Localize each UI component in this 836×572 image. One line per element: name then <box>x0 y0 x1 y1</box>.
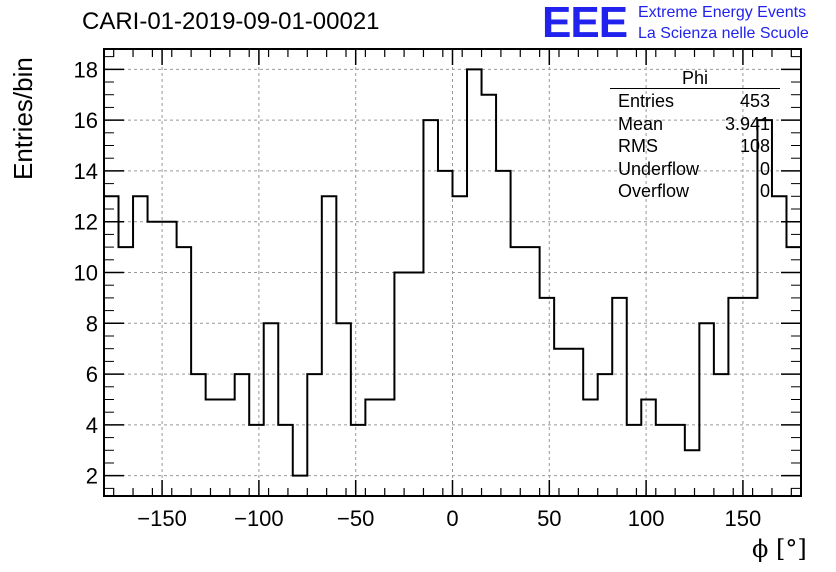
stats-value: 108 <box>739 136 770 156</box>
y-tick-label: 2 <box>86 464 98 489</box>
eee-logo: EEE <box>542 0 628 47</box>
stats-label: Underflow <box>618 158 700 179</box>
y-axis-ticks: 2 4 6 8 10 12 14 16 18 <box>74 56 801 489</box>
stats-value: 0 <box>759 158 770 179</box>
x-tick-label: 0 <box>446 506 458 531</box>
x-axis-label: ϕ [°] <box>752 535 807 563</box>
y-tick-label: 18 <box>74 57 98 82</box>
stats-row-rms: RMS 108 <box>610 136 780 159</box>
x-tick-label: 100 <box>628 506 665 531</box>
stats-row-entries: Entries 453 <box>610 91 780 114</box>
y-tick-label: 8 <box>86 311 98 336</box>
chart-title: CARI-01-2019-09-01-00021 <box>82 8 380 35</box>
logo-line-2: La Scienza nelle Scuole <box>638 25 809 42</box>
y-axis-label: Entries/bin <box>8 57 38 180</box>
y-tick-label: 6 <box>86 362 98 387</box>
x-tick-label: 150 <box>725 506 762 531</box>
x-tick-label: −100 <box>234 506 284 531</box>
stats-row-mean: Mean 3.941 <box>610 114 780 137</box>
x-axis-ticks: −150 −100 −50 0 50 100 150 <box>113 49 792 531</box>
stats-title: Phi <box>610 68 780 89</box>
stats-row-underflow: Underflow 0 <box>610 159 780 182</box>
stats-row-overflow: Overflow 0 <box>610 181 780 204</box>
y-tick-label: 14 <box>74 159 98 184</box>
stats-label: Mean <box>618 113 664 134</box>
stats-box: Phi Entries 453 Mean 3.941 RMS 108 Under… <box>610 68 780 204</box>
logo-line-1: Extreme Energy Events <box>638 4 807 21</box>
plot-frame <box>103 48 802 497</box>
stats-label: RMS <box>618 136 658 156</box>
x-tick-label: 50 <box>537 506 561 531</box>
x-tick-label: −150 <box>137 506 187 531</box>
y-tick-label: 12 <box>74 210 98 235</box>
y-tick-label: 16 <box>74 108 98 133</box>
y-tick-label: 10 <box>74 261 98 286</box>
stats-value: 0 <box>759 181 770 201</box>
y-tick-label: 4 <box>86 413 98 438</box>
grid-lines <box>104 49 801 496</box>
stats-value: 453 <box>739 91 770 111</box>
stats-label: Entries <box>618 91 675 111</box>
stats-value: 3.941 <box>724 113 770 134</box>
stats-label: Overflow <box>618 181 690 201</box>
histogram-series <box>103 68 802 496</box>
x-tick-label: −50 <box>337 506 374 531</box>
